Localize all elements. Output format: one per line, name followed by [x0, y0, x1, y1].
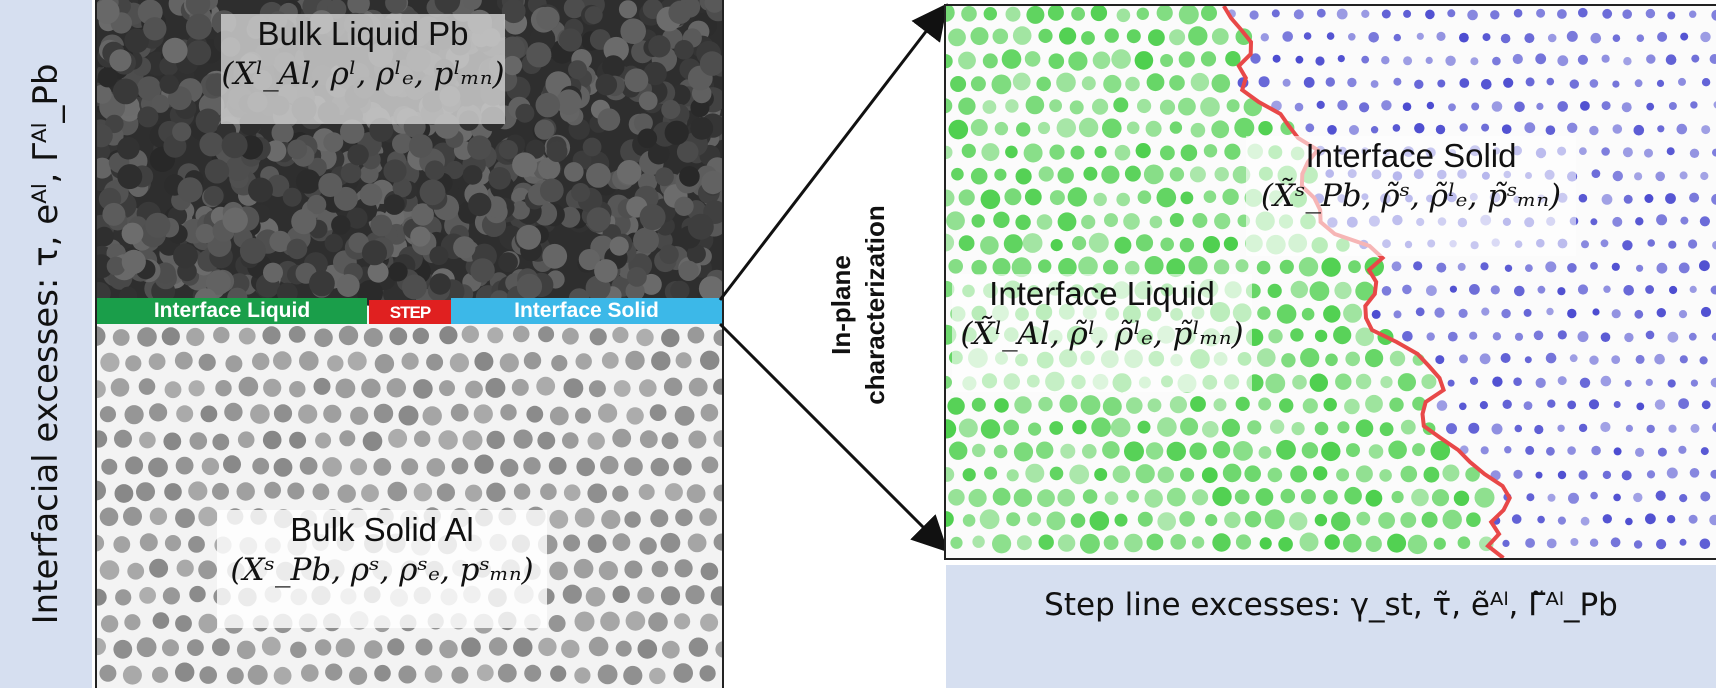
interface-liquid-label: Interface Liquid (X̃ˡ_Al, ρ̃ˡ, ρ̃ˡₑ, p̃ˡ… [952, 274, 1252, 392]
bulk-liquid-variables: (Xˡ_Al, ρˡ, ρˡₑ, pˡₘₙ) [221, 56, 505, 92]
bulk-solid-title: Bulk Solid Al [290, 511, 474, 548]
bulk-solid-label: Bulk Solid Al (Xˢ_Pb, ρˢ, ρˢₑ, pˢₘₙ) [217, 510, 547, 628]
in-plane-line1: In-plane [826, 255, 856, 355]
interface-liquid-title: Interface Liquid [989, 275, 1215, 312]
step-line-excesses-banner: Step line excesses: γ_st, τ̃, ẽᴬˡ, Γ̃ᴬˡ_… [946, 565, 1716, 688]
bulk-liquid-title: Bulk Liquid Pb [257, 15, 469, 52]
bulk-liquid-label: Bulk Liquid Pb (Xˡ_Al, ρˡ, ρˡₑ, pˡₘₙ) [221, 14, 505, 124]
lower-zoom-arrow [718, 322, 949, 553]
bulk-solid-variables: (Xˢ_Pb, ρˢ, ρˢₑ, pˢₘₙ) [230, 552, 534, 588]
upper-zoom-arrow [718, 3, 948, 301]
interface-solid-strip: Interface Solid [451, 298, 722, 324]
interface-liquid-strip: Interface Liquid [97, 298, 367, 324]
in-plane-line2: characterization [860, 205, 890, 405]
interface-liquid-variables: (X̃ˡ_Al, ρ̃ˡ, ρ̃ˡₑ, p̃ˡₘₙ) [960, 316, 1244, 352]
in-plane-characterization-label: In-plane characterization [824, 205, 892, 404]
bicrystal-simulation-panel: Bulk Liquid Pb (Xˡ_Al, ρˡ, ρˡₑ, pˡₘₙ) In… [95, 0, 724, 688]
interface-plane-panel: Interface Solid (X̃ˢ_Pb, ρ̃ˢ, ρ̃ˡₑ, p̃ˢₘ… [944, 4, 1716, 560]
interfacial-excesses-banner: Interfacial excesses: τ, eᴬˡ, Γᴬˡ_Pb [0, 0, 92, 688]
interface-solid-variables: (X̃ˢ_Pb, ρ̃ˢ, ρ̃ˡₑ, p̃ˢₘₙ) [1260, 178, 1562, 214]
step-line [1222, 6, 1512, 558]
interface-solid-label: Interface Solid (X̃ˢ_Pb, ρ̃ˢ, ρ̃ˡₑ, p̃ˢₘ… [1246, 136, 1576, 256]
interface-solid-title: Interface Solid [1305, 137, 1517, 174]
step-strip: STEP [369, 300, 451, 324]
